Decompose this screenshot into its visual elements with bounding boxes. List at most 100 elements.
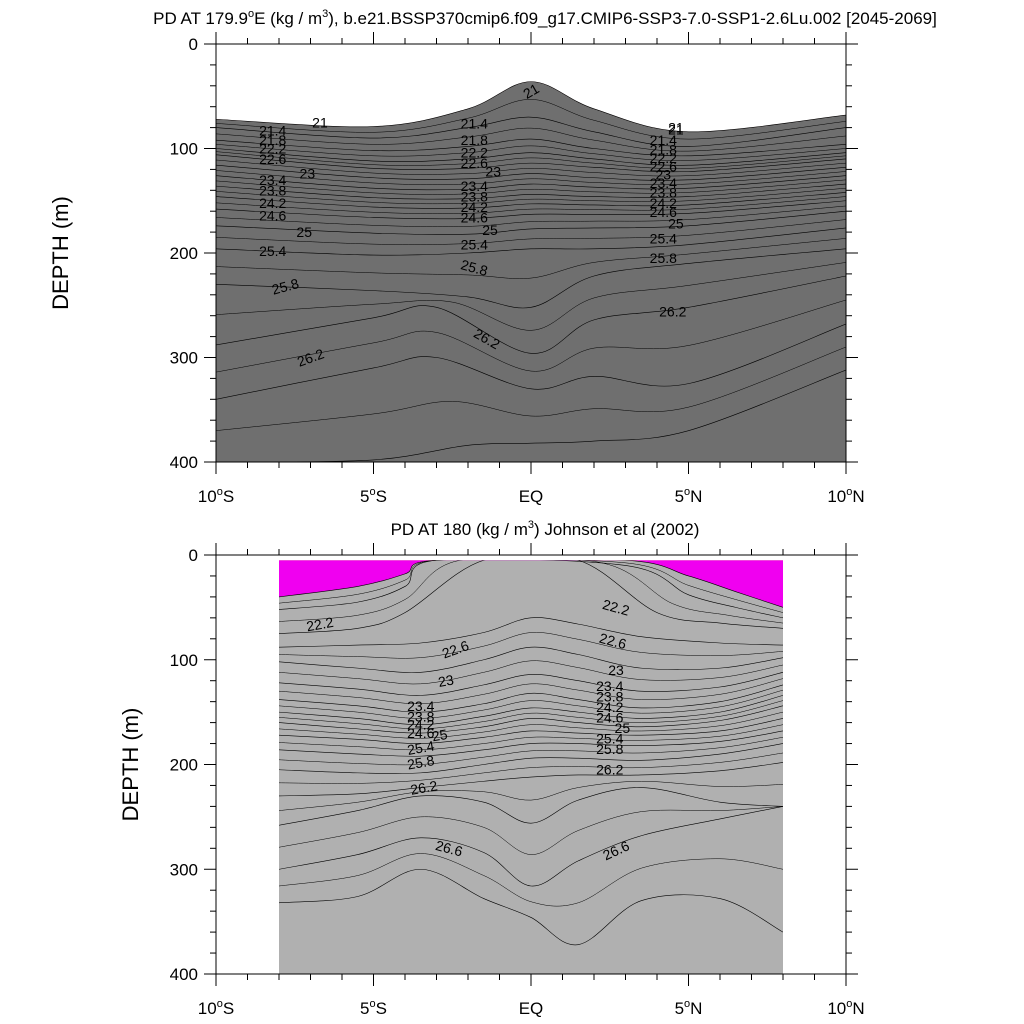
isopycnal-minor (279, 700, 783, 730)
contour-label: 25.8 (270, 275, 301, 298)
contour-label: 25.4 (650, 230, 677, 246)
isopycnal-21.8 (279, 560, 783, 619)
isopycnal-23.8 (279, 684, 783, 713)
y-tick-label: 100 (170, 140, 198, 159)
isopycnal-minor (279, 678, 783, 704)
isopycnal-minor (279, 560, 783, 624)
contour-label: 23.8 (596, 688, 623, 704)
x-tick-label: EQ (519, 999, 544, 1018)
x-tick-label: EQ (519, 487, 544, 506)
contour-lines (216, 81, 846, 462)
isopycnal-25 (279, 718, 783, 744)
isopycnal-21.6 (279, 560, 783, 608)
y-tick-label: 100 (170, 651, 198, 670)
isopycnal-26.6 (279, 806, 783, 887)
contour-label: 23 (437, 671, 455, 689)
isopycnal-23 (279, 646, 783, 673)
contour-label: 24.2 (407, 717, 434, 733)
isopycnal-25.8 (216, 248, 846, 309)
isopycnal-25.4 (279, 730, 783, 757)
isopycnal-minor (216, 179, 846, 195)
isopycnal-minor (279, 660, 783, 685)
isopycnal-minor (216, 238, 846, 279)
contour-label: 22.2 (461, 145, 488, 161)
isopycnal-minor (279, 560, 783, 613)
isopycnal-minor (216, 99, 846, 140)
isopycnal-minor (216, 299, 846, 373)
chart-panel-2: 22.222.62323.423.824.224.62525.425.826.2… (118, 519, 865, 1018)
isopycnal-21.8 (216, 138, 846, 157)
isopycnal-25 (216, 210, 846, 235)
y-tick-label: 300 (170, 860, 198, 879)
contour-label: 25.4 (596, 730, 623, 746)
contour-label: 22.6 (259, 151, 286, 167)
contour-label: 25 (296, 224, 312, 240)
x-tick-label: 10oN (827, 998, 864, 1018)
isopycnal-minor (216, 346, 846, 431)
contour-label: 25.8 (406, 752, 436, 773)
contour-labels: 22.222.62323.423.824.224.62525.425.826.2… (305, 596, 632, 863)
contour-label: 23.4 (650, 175, 677, 191)
contour-label: 25.4 (259, 243, 286, 259)
contour-label: 21 (668, 122, 684, 138)
y-tick-label: 200 (170, 244, 198, 263)
isopycnal-minor (279, 752, 783, 784)
y-axis-label: DEPTH (m) (118, 708, 143, 822)
contour-label: 24.6 (259, 207, 286, 223)
contour-label: 21 (312, 114, 328, 130)
x-tick-label: 10oS (198, 486, 234, 506)
contour-lines (279, 560, 783, 945)
contour-label: 22.6 (461, 155, 488, 171)
chart-title: PD AT 180 (kg / m3) Johnson et al (2002) (391, 519, 700, 539)
isopycnal-22.6 (216, 154, 846, 173)
x-tick-label: 5oS (360, 998, 387, 1018)
contour-label: 22.6 (598, 630, 629, 653)
contour-label: 23.4 (259, 172, 286, 188)
contour-label: 24.6 (461, 209, 488, 225)
isopycnal-minor (216, 219, 846, 245)
isopycnal-minor (279, 853, 783, 907)
contour-label: 23.8 (461, 189, 488, 205)
contour-label: 25 (482, 222, 498, 238)
contour-label: 23.4 (461, 178, 488, 194)
contour-label: 22.2 (305, 614, 335, 635)
x-tick-label: 10oS (198, 998, 234, 1018)
contour-label: 21.4 (259, 123, 286, 139)
y-tick-label: 0 (189, 546, 198, 565)
isopycnal-21.4 (216, 116, 846, 147)
isopycnal-minor (216, 205, 846, 227)
contour-label: 22.6 (650, 158, 677, 174)
isopycnal-minor (279, 711, 783, 739)
isopycnal-minor (279, 689, 783, 719)
fill-above-surface (216, 44, 846, 132)
contour-label: 23.8 (650, 184, 677, 200)
y-axis-label: DEPTH (m) (48, 196, 73, 310)
isopycnal-26.6 (216, 369, 846, 462)
isopycnal-23.4 (216, 175, 846, 191)
contour-label: 25.4 (461, 237, 488, 253)
contour-label: 23.4 (596, 678, 623, 694)
contour-fills (216, 44, 846, 462)
contour-fills (279, 560, 783, 974)
isopycnal-24.6 (216, 200, 846, 220)
isopycnal-24.6 (279, 705, 783, 734)
x-tick-label: 5oN (675, 998, 703, 1018)
contour-label: 25.4 (406, 737, 436, 758)
isopycnal-minor (216, 196, 846, 214)
y-tick-label: 300 (170, 349, 198, 368)
isopycnal-22.6 (279, 617, 783, 648)
isopycnal-26.2 (216, 275, 846, 354)
contour-label: 24.6 (596, 709, 623, 725)
isopycnal-minor (279, 632, 783, 659)
contour-label: 21.4 (650, 132, 677, 148)
x-tick-label: 10oN (827, 486, 864, 506)
contour-label: 21.8 (259, 132, 286, 148)
isopycnal-24.2 (279, 695, 783, 725)
contour-label: 23.4 (407, 698, 434, 714)
fill-band-21.6 (279, 560, 783, 974)
contour-label: 25.8 (459, 256, 490, 279)
isopycnal-22.2 (216, 148, 846, 166)
